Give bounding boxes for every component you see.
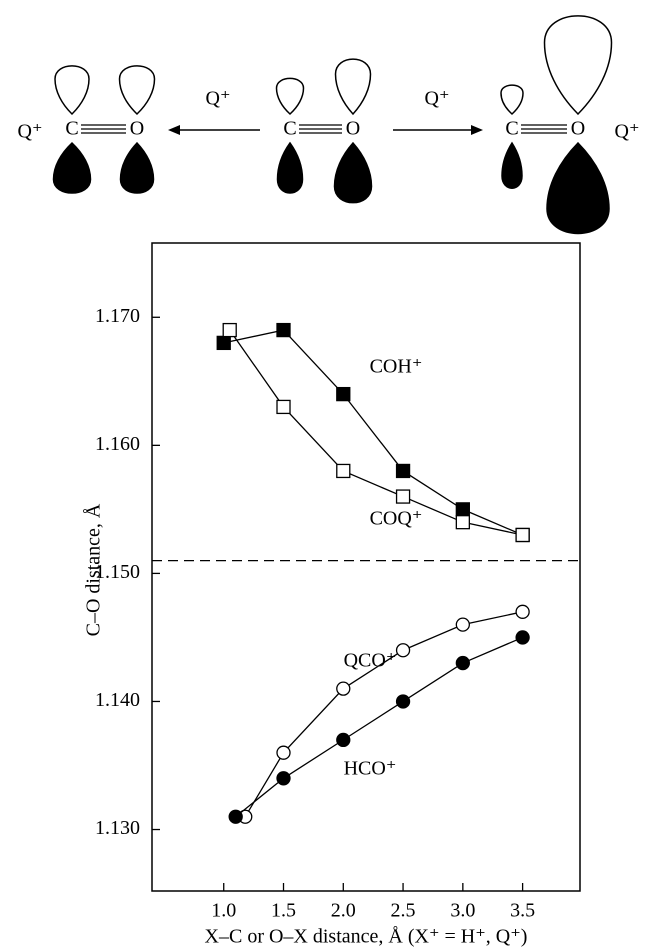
plot-frame — [152, 243, 580, 891]
arrow-label: Q⁺ — [425, 88, 450, 110]
x-tick-label: 2.0 — [331, 900, 356, 922]
circle-marker — [277, 746, 290, 759]
x-tick-label: 2.5 — [391, 900, 416, 922]
y-tick-label: 1.150 — [95, 561, 140, 583]
q-label: Q⁺ — [18, 121, 43, 143]
square-marker — [397, 464, 410, 477]
square-marker — [516, 528, 529, 541]
series-label: COH⁺ — [370, 356, 423, 378]
orbital-lobe-filled — [54, 143, 91, 193]
circle-marker — [337, 733, 350, 746]
square-marker — [277, 400, 290, 413]
arrow-head — [471, 125, 483, 135]
y-tick-label: 1.140 — [95, 689, 140, 711]
orbital-lobe-open — [55, 66, 89, 114]
square-marker — [277, 324, 290, 337]
series-label: HCO⁺ — [344, 758, 397, 780]
orbital-lobe-filled — [335, 143, 372, 203]
square-marker — [397, 490, 410, 503]
arrow-head — [168, 125, 180, 135]
atom-label: O — [571, 118, 585, 140]
square-marker — [337, 464, 350, 477]
orbital-lobe-filled — [278, 143, 303, 193]
y-tick-label: 1.160 — [95, 433, 140, 455]
orbital-lobe-filled — [502, 143, 522, 188]
circle-marker — [516, 605, 529, 618]
x-tick-label: 3.0 — [450, 900, 475, 922]
atom-label: C — [65, 118, 78, 140]
series-label: QCO⁺ — [344, 650, 397, 672]
square-marker — [217, 336, 230, 349]
y-tick-label: 1.170 — [95, 305, 140, 327]
orbital-lobe-open — [545, 16, 612, 114]
orbital-lobe-open — [277, 78, 304, 114]
atom-label: O — [346, 118, 360, 140]
circle-marker — [397, 695, 410, 708]
orbital-lobe-open — [120, 66, 155, 114]
square-marker — [456, 503, 469, 516]
atom-label: O — [130, 118, 144, 140]
arrow-label: Q⁺ — [206, 88, 231, 110]
page: Q⁺ Q⁺ Q⁺ Q⁺ C–O distance, Å X–C or O–X d… — [0, 0, 649, 951]
circle-marker — [456, 657, 469, 670]
square-marker — [223, 324, 236, 337]
orbital-lobe-filled — [121, 143, 154, 193]
atom-label: C — [505, 118, 518, 140]
circle-marker — [337, 682, 350, 695]
circle-marker — [397, 644, 410, 657]
series-label: COQ⁺ — [370, 508, 423, 530]
square-marker — [337, 388, 350, 401]
x-tick-label: 1.0 — [211, 900, 236, 922]
square-marker — [456, 516, 469, 529]
atom-label: C — [283, 118, 296, 140]
orbital-lobe-filled — [547, 143, 609, 233]
orbital-lobe-open — [336, 59, 371, 114]
circle-marker — [516, 631, 529, 644]
circle-marker — [277, 772, 290, 785]
x-tick-label: 1.5 — [271, 900, 296, 922]
q-label: Q⁺ — [615, 121, 640, 143]
x-tick-label: 3.5 — [510, 900, 535, 922]
circle-marker — [456, 618, 469, 631]
circle-marker — [229, 810, 242, 823]
x-axis-label: X–C or O–X distance, Å (X⁺ = H⁺, Q⁺) — [205, 926, 528, 948]
orbital-lobe-open — [501, 85, 523, 114]
y-tick-label: 1.130 — [95, 817, 140, 839]
